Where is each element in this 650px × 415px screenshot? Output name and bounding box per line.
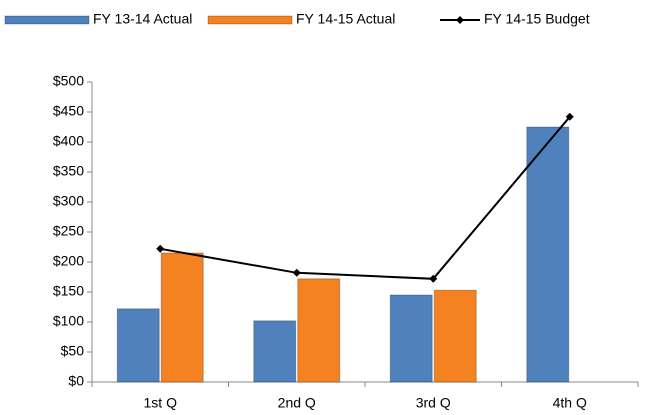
y-tick-label: $150 <box>53 283 84 299</box>
bar <box>160 252 204 383</box>
x-tick-label: 2nd Q <box>278 395 316 411</box>
x-tick-label: 1st Q <box>144 395 178 411</box>
legend-label: FY 13-14 Actual <box>93 11 192 27</box>
legend-label: FY 14-15 Budget <box>484 11 590 27</box>
y-tick-label: $100 <box>53 313 84 329</box>
line-marker <box>429 274 438 283</box>
y-tick-label: $200 <box>53 253 84 269</box>
x-tick-label: 3rd Q <box>416 395 451 411</box>
line <box>160 116 571 280</box>
line-marker <box>156 244 165 253</box>
x-tick-label: 4th Q <box>553 395 587 411</box>
line-marker <box>292 268 301 277</box>
legend-marker <box>456 16 464 24</box>
bar <box>297 278 341 383</box>
y-tick-label: $50 <box>61 343 85 359</box>
legend-swatch <box>207 15 293 25</box>
bar <box>253 320 297 383</box>
y-tick-label: $400 <box>53 133 84 149</box>
y-tick-label: $500 <box>53 73 84 89</box>
bar <box>526 126 570 383</box>
y-tick-label: $350 <box>53 163 84 179</box>
y-tick-label: $250 <box>53 223 84 239</box>
bar <box>116 308 160 383</box>
bar <box>433 289 477 383</box>
legend-swatch <box>4 15 90 25</box>
y-tick-label: $300 <box>53 193 84 209</box>
bar <box>389 294 433 383</box>
y-tick-label: $0 <box>68 373 84 389</box>
line-marker <box>565 112 574 121</box>
legend-label: FY 14-15 Actual <box>296 11 395 27</box>
y-tick-label: $450 <box>53 103 84 119</box>
